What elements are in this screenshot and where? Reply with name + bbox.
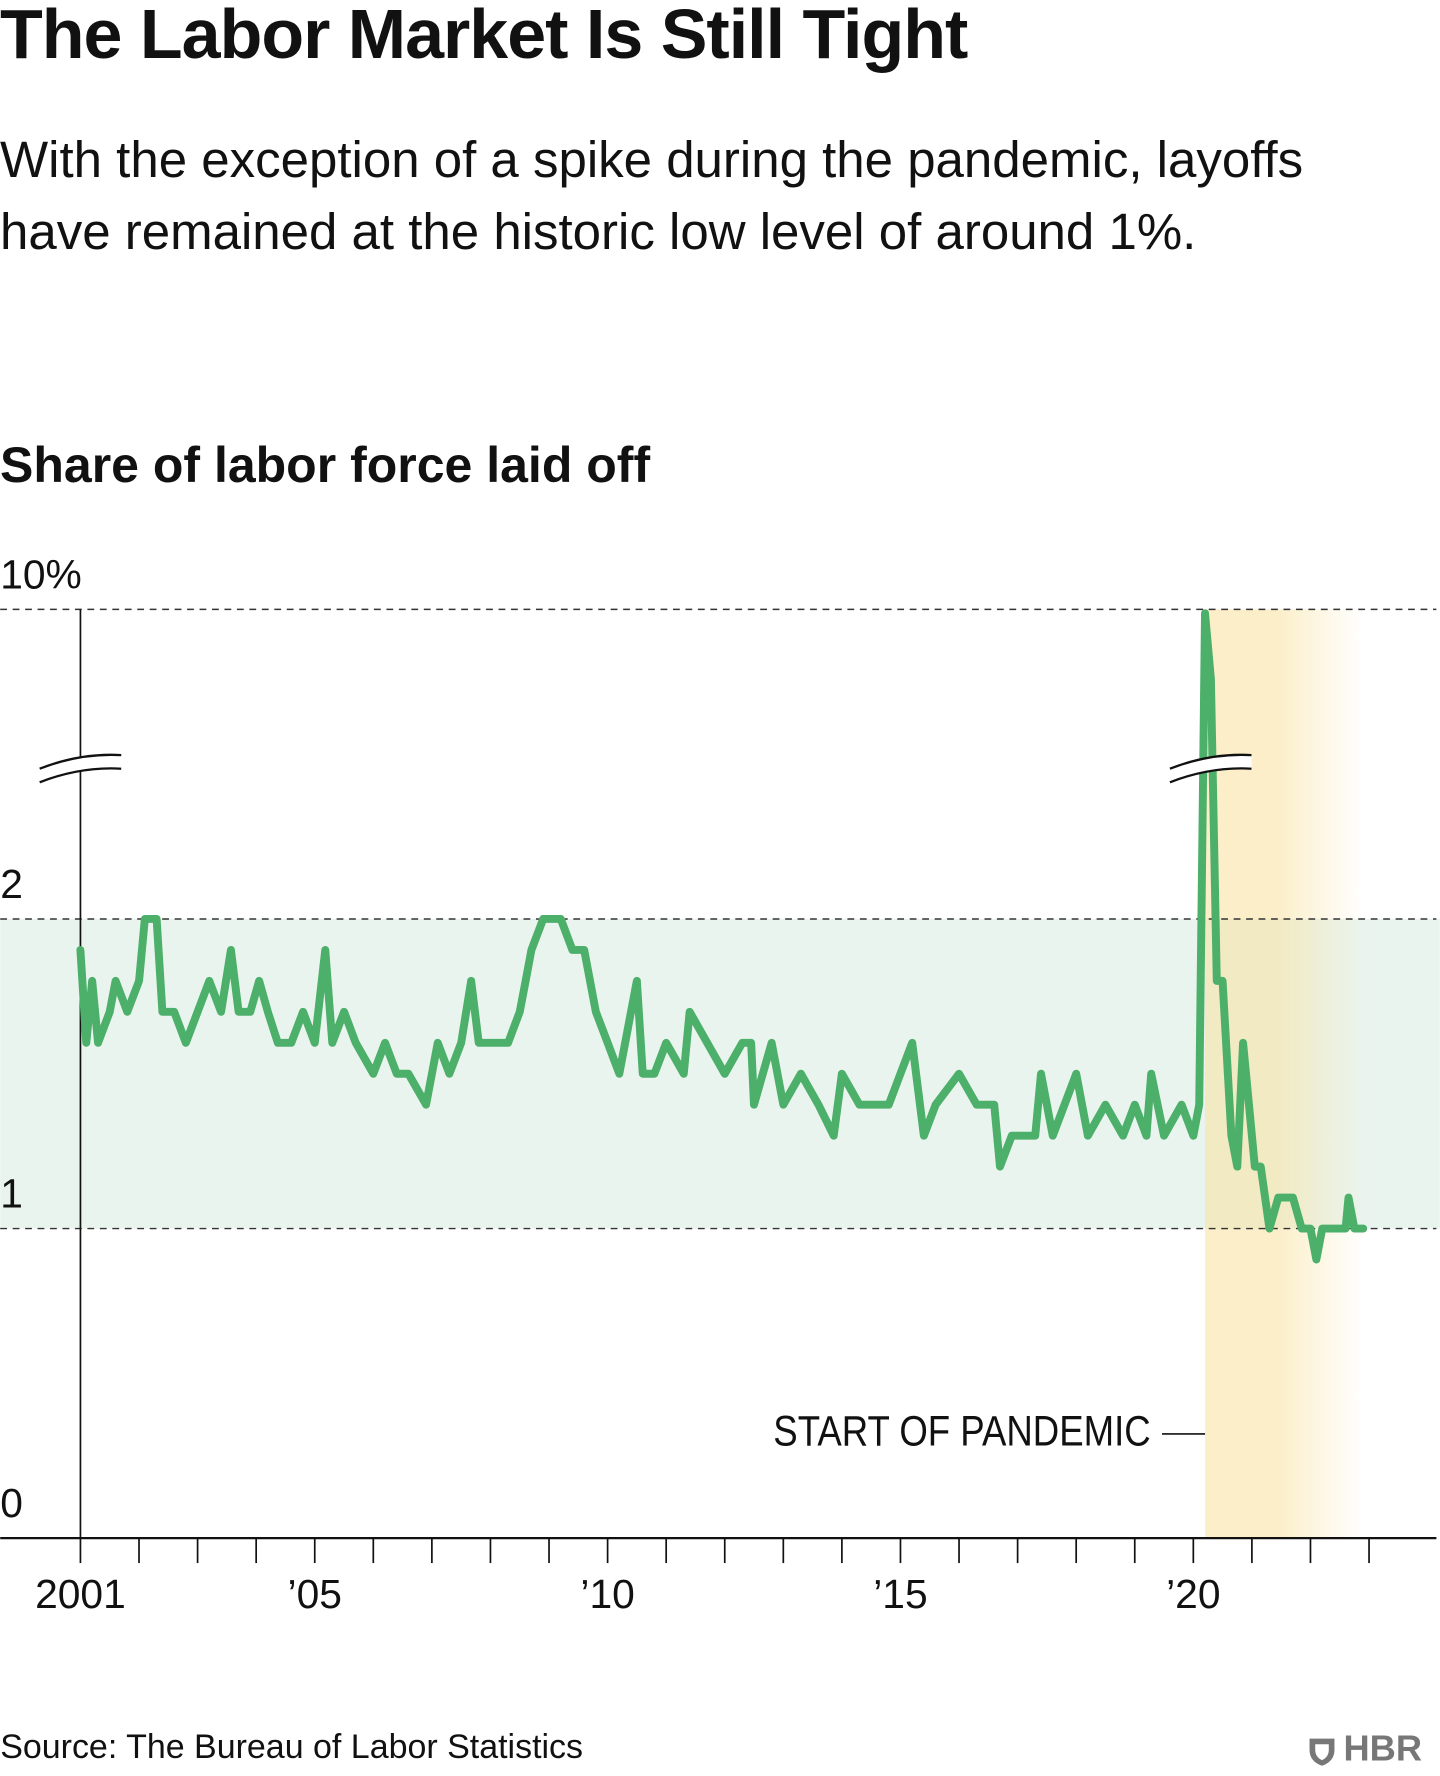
annotation: START OF PANDEMIC <box>773 1408 1150 1455</box>
x-tick-label: ’10 <box>580 1571 634 1617</box>
chart-title: Share of labor force laid off <box>0 437 651 493</box>
subtitle: With the exception of a spike during the… <box>0 131 1304 260</box>
x-tick-label: ’15 <box>873 1571 927 1617</box>
source: Source: The Bureau of Labor Statistics <box>0 1728 583 1766</box>
axis-break <box>39 753 122 784</box>
title: The Labor Market Is Still Tight <box>0 0 968 73</box>
x-tick-label: ’05 <box>288 1571 342 1617</box>
series-line <box>76 609 1368 1264</box>
x-tick-label: ’20 <box>1166 1571 1220 1617</box>
y-tick-label: 0 <box>0 1480 23 1526</box>
x-tick-label: 2001 <box>35 1571 126 1617</box>
y-tick-label: 1 <box>0 1171 23 1217</box>
logo-icon <box>1309 1738 1335 1766</box>
y-tick-label: 10% <box>0 551 82 597</box>
axis-break <box>1169 753 1252 784</box>
y-tick-label: 2 <box>0 861 23 907</box>
logo: HBR <box>1344 1728 1423 1769</box>
